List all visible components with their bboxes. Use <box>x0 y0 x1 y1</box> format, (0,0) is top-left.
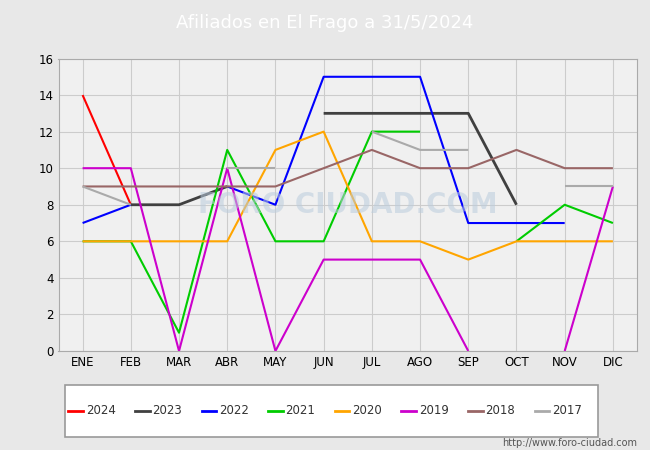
Text: Afiliados en El Frago a 31/5/2024: Afiliados en El Frago a 31/5/2024 <box>176 14 474 32</box>
Text: 2017: 2017 <box>552 404 582 417</box>
FancyBboxPatch shape <box>65 385 598 436</box>
Text: http://www.foro-ciudad.com: http://www.foro-ciudad.com <box>502 438 637 448</box>
Text: 2024: 2024 <box>86 404 116 417</box>
Text: 2018: 2018 <box>486 404 515 417</box>
Text: FORO CIUDAD.COM: FORO CIUDAD.COM <box>198 191 497 219</box>
Text: 2020: 2020 <box>352 404 382 417</box>
Text: 2019: 2019 <box>419 404 448 417</box>
Text: 2021: 2021 <box>285 404 315 417</box>
Text: 2022: 2022 <box>219 404 249 417</box>
Text: 2023: 2023 <box>152 404 182 417</box>
